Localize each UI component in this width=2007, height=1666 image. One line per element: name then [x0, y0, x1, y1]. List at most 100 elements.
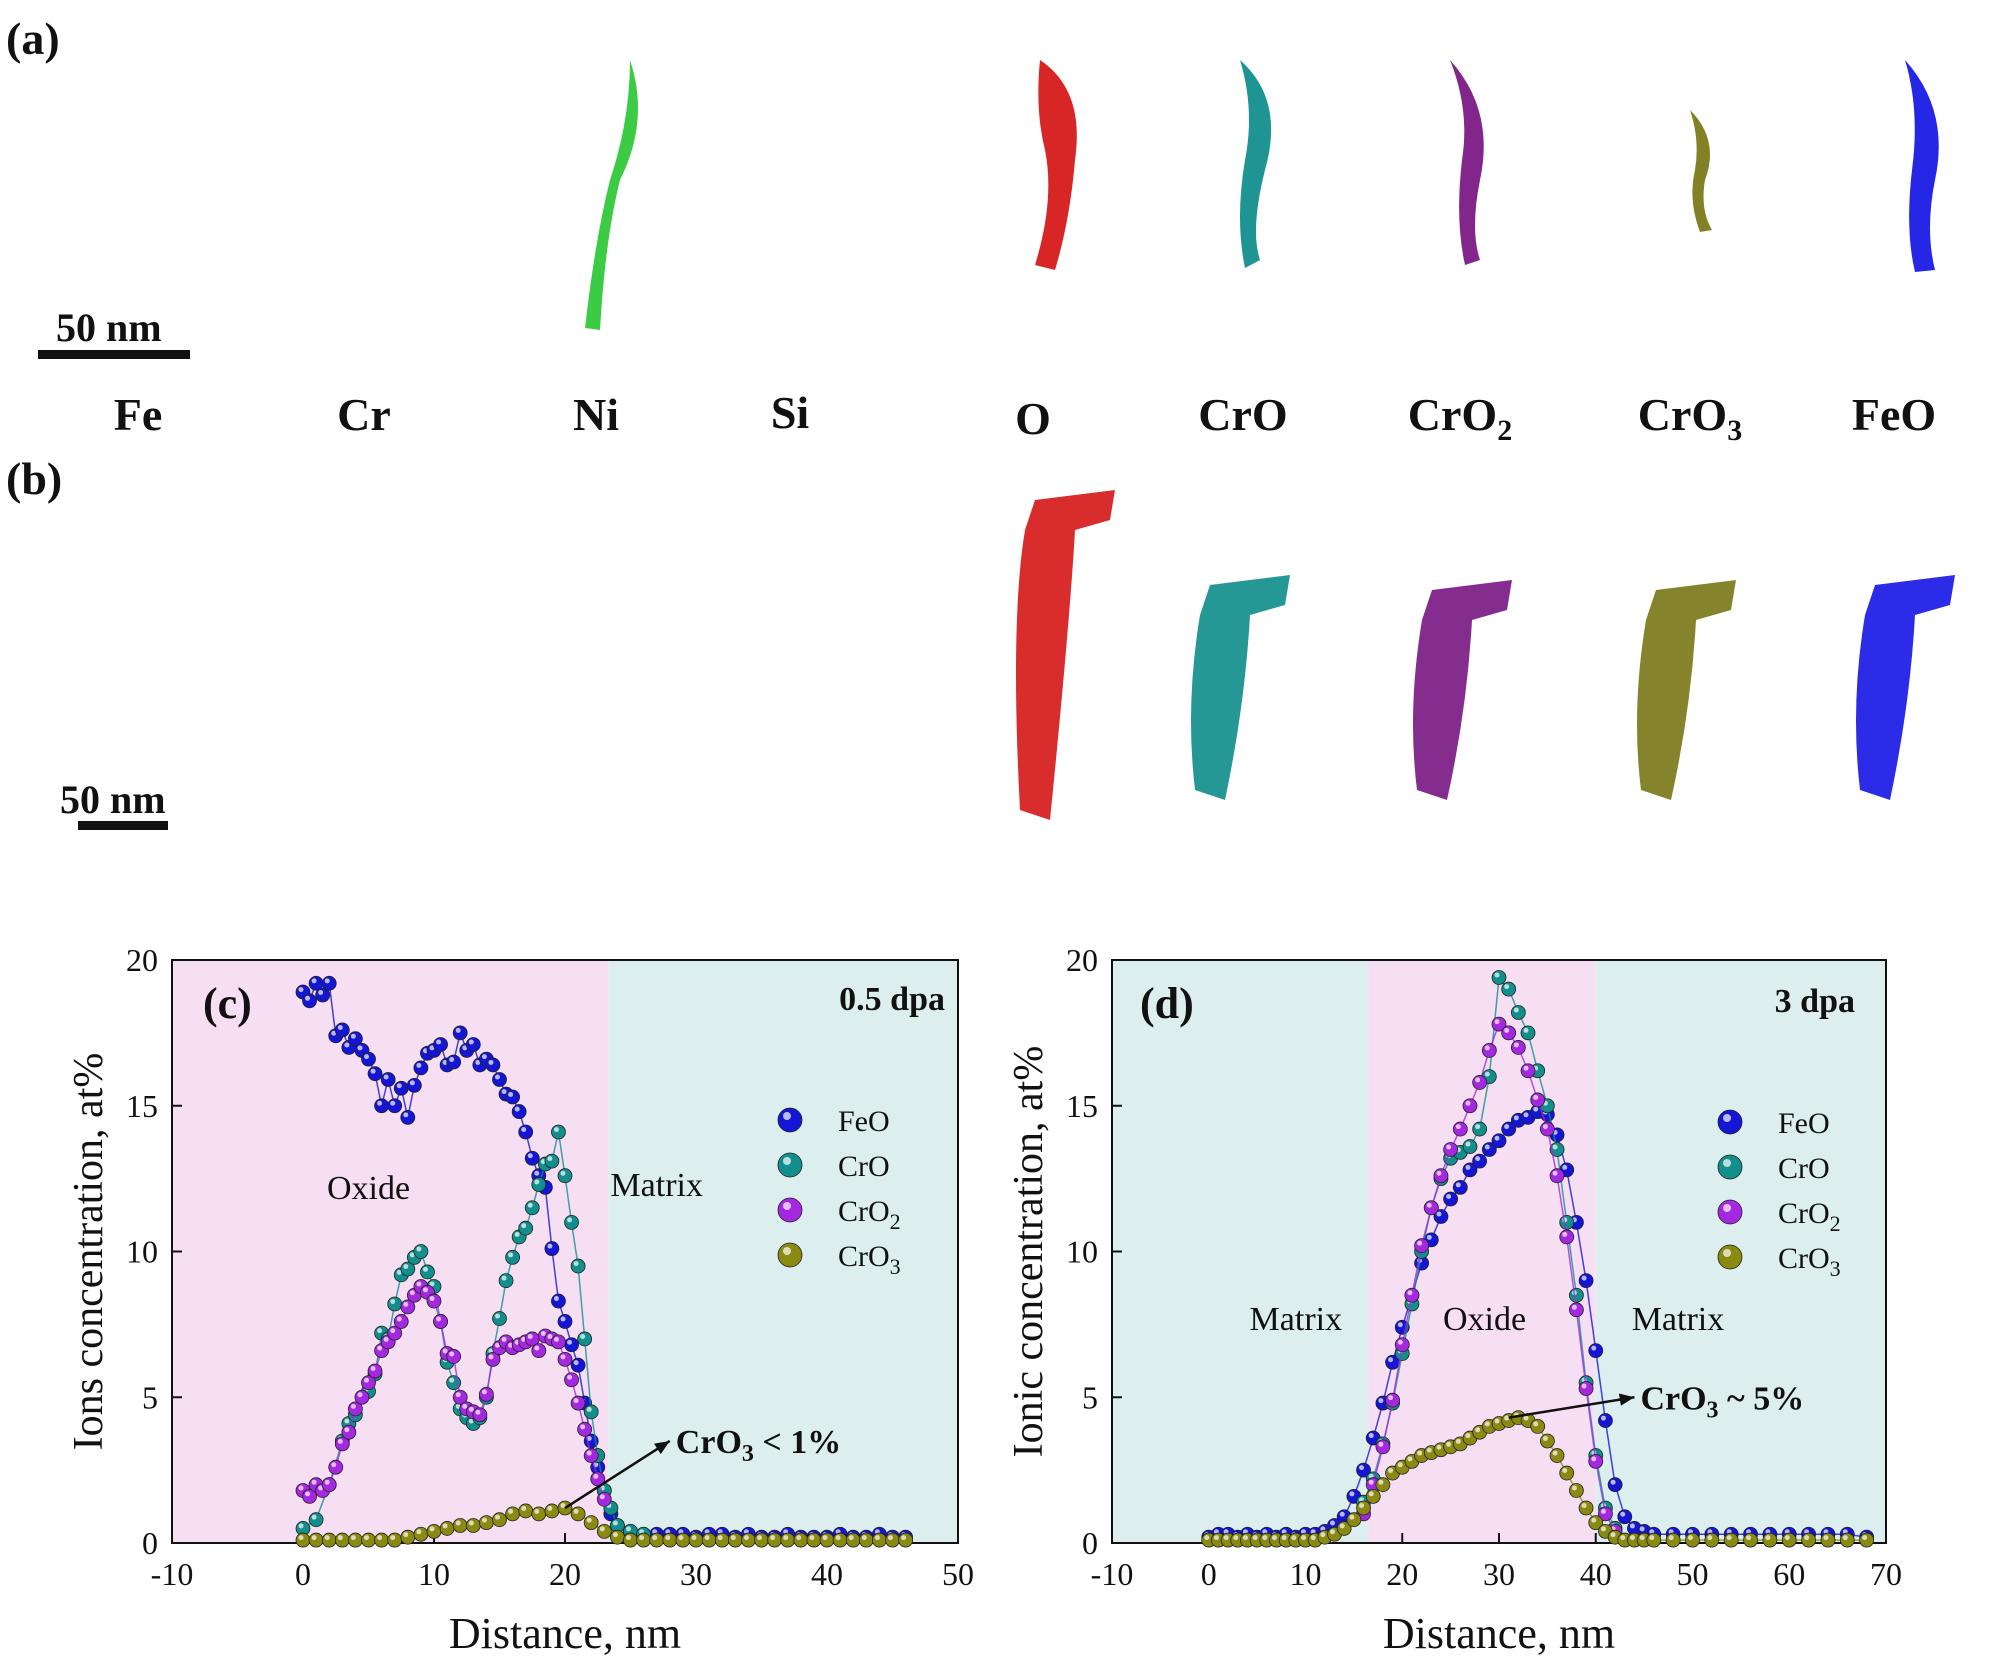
map-label-cro: CrO [1198, 389, 1288, 440]
data-point-highlight [1533, 1421, 1539, 1427]
data-point-highlight [1436, 1211, 1442, 1217]
atom-map-body [700, 14, 920, 372]
series-cro2 [295, 1279, 612, 1507]
data-point-highlight [298, 1485, 304, 1491]
data-point-highlight [1213, 1535, 1219, 1541]
region-label: Oxide [1443, 1301, 1526, 1338]
legend-marker-highlight [1723, 1159, 1731, 1167]
data-point-highlight [311, 1535, 317, 1541]
data-point-highlight [1842, 1535, 1848, 1541]
data-point-highlight [1359, 1465, 1365, 1471]
data-point-highlight [495, 1074, 500, 1080]
atom-map-body [25, 10, 231, 365]
data-point [570, 1506, 586, 1522]
data-point [1569, 1483, 1584, 1498]
data-point [413, 1526, 429, 1542]
data-point-highlight [1542, 1124, 1548, 1130]
data-point-highlight [1571, 1485, 1577, 1491]
data-point [1346, 1512, 1362, 1528]
data-point [485, 1057, 501, 1073]
data-point-highlight [1804, 1535, 1810, 1541]
data-point-highlight [377, 1535, 383, 1541]
data-point-highlight [1639, 1535, 1645, 1541]
legend-marker-highlight [783, 1202, 791, 1210]
data-point-highlight [547, 1156, 553, 1162]
y-tick-label: 15 [126, 1088, 158, 1124]
data-point-highlight [475, 1409, 481, 1415]
data-point [688, 1532, 704, 1548]
data-point-highlight [344, 1418, 350, 1424]
series-cro3 [295, 1500, 913, 1548]
data-point [465, 1037, 481, 1052]
atom-map-body [722, 458, 888, 847]
data-point-highlight [1523, 1065, 1529, 1071]
data-point-highlight [337, 1438, 343, 1444]
data-point-highlight [1784, 1535, 1790, 1541]
data-point [374, 1098, 390, 1114]
data-point [531, 1177, 547, 1192]
data-point-highlight [1620, 1535, 1626, 1541]
data-point [1578, 1500, 1594, 1516]
data-point [439, 1521, 455, 1536]
data-point [1704, 1532, 1720, 1548]
data-point-highlight [1552, 1450, 1558, 1456]
map-label-cro2: CrO2 [1407, 389, 1513, 448]
data-point-highlight [1688, 1535, 1693, 1541]
data-point-highlight [1649, 1535, 1655, 1541]
data-point-highlight [442, 1348, 448, 1354]
region-oxide [172, 960, 609, 1543]
data-point-highlight [691, 1535, 697, 1541]
data-point-highlight [599, 1494, 605, 1500]
data-point [1530, 1419, 1546, 1434]
data-point [1356, 1500, 1371, 1516]
y-tick-label: 10 [1066, 1234, 1098, 1270]
data-point-highlight [364, 1054, 369, 1060]
data-point [544, 1153, 560, 1169]
legend-marker [777, 1242, 803, 1268]
data-point-highlight [1368, 1491, 1374, 1497]
data-point [1598, 1413, 1613, 1428]
data-point [420, 1264, 435, 1280]
data-point [806, 1532, 822, 1548]
data-point [1414, 1238, 1429, 1254]
data-point-highlight [318, 1485, 324, 1491]
data-point-highlight [560, 1170, 566, 1176]
data-point [1801, 1532, 1816, 1548]
data-point-highlight [1455, 1438, 1461, 1444]
legend-marker-highlight [783, 1157, 791, 1165]
data-point [577, 1421, 593, 1437]
data-point-highlight [1591, 1345, 1597, 1351]
y-tick-label: 0 [142, 1525, 158, 1561]
y-tick-label: 20 [1066, 942, 1098, 978]
data-point-highlight [567, 1374, 573, 1380]
data-point [1481, 1042, 1497, 1058]
data-point [387, 1296, 403, 1312]
data-point-highlight [1581, 1503, 1587, 1509]
data-point [767, 1532, 782, 1548]
dose-annotation: 0.5 dpa [839, 981, 945, 1018]
data-point [649, 1532, 665, 1548]
data-point [347, 1532, 363, 1548]
data-point-highlight [1339, 1523, 1345, 1529]
data-point [367, 1363, 383, 1379]
data-point-highlight [586, 1450, 592, 1456]
y-tick-label: 20 [126, 942, 158, 978]
data-point-highlight [665, 1535, 671, 1541]
data-point-highlight [364, 1535, 369, 1541]
data-point [465, 1518, 481, 1533]
annotation-text: CrO3 ~ 5% [1640, 1380, 1804, 1423]
data-point [361, 1532, 376, 1548]
data-point [1665, 1532, 1681, 1548]
data-point-highlight [468, 1520, 474, 1526]
data-point [1510, 1005, 1526, 1020]
data-point [1578, 1381, 1594, 1396]
data-point [1472, 1121, 1488, 1137]
data-point [793, 1532, 809, 1548]
data-point [1510, 1040, 1526, 1055]
data-point [1559, 1465, 1575, 1481]
data-point-highlight [1484, 1421, 1490, 1427]
atom-maps [25, 10, 1990, 847]
data-point-highlight [390, 1298, 396, 1304]
data-point-highlight [1629, 1523, 1635, 1529]
